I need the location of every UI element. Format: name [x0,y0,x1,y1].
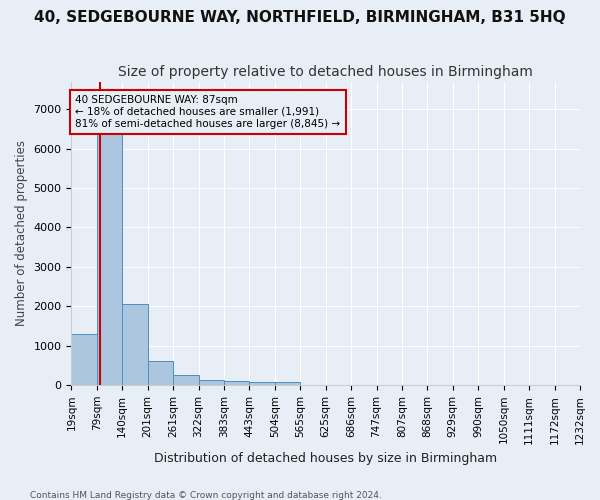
Bar [173,375,199,385]
Text: Contains HM Land Registry data © Crown copyright and database right 2024.: Contains HM Land Registry data © Crown c… [30,490,382,500]
Bar [97,129,122,385]
Bar [250,382,275,385]
Bar [199,380,224,385]
X-axis label: Distribution of detached houses by size in Birmingham: Distribution of detached houses by size … [154,452,497,465]
Y-axis label: Number of detached properties: Number of detached properties [15,140,28,326]
Bar [275,382,300,385]
Bar [71,334,97,385]
Title: Size of property relative to detached houses in Birmingham: Size of property relative to detached ho… [118,65,533,79]
Bar [122,304,148,385]
Bar [148,360,173,385]
Text: 40 SEDGEBOURNE WAY: 87sqm
← 18% of detached houses are smaller (1,991)
81% of se: 40 SEDGEBOURNE WAY: 87sqm ← 18% of detac… [75,96,340,128]
Bar [224,381,250,385]
Text: 40, SEDGEBOURNE WAY, NORTHFIELD, BIRMINGHAM, B31 5HQ: 40, SEDGEBOURNE WAY, NORTHFIELD, BIRMING… [34,10,566,25]
